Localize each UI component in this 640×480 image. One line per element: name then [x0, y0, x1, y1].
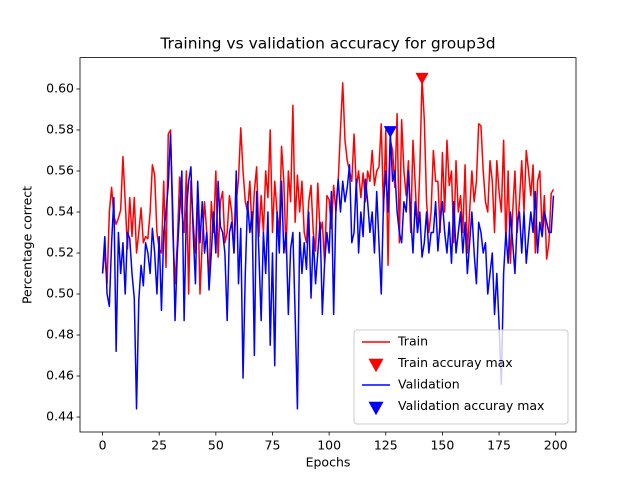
x-tick-label: 200 — [544, 438, 568, 453]
max-marker — [383, 126, 397, 138]
x-tick-label: 150 — [430, 438, 454, 453]
y-tick-label: 0.60 — [46, 80, 74, 95]
legend-swatch — [368, 401, 384, 416]
y-axis-label: Percentage correct — [20, 186, 35, 304]
x-tick-label: 25 — [151, 438, 167, 453]
x-axis-label: Epochs — [306, 455, 351, 470]
legend-label: Validation accuray max — [398, 398, 544, 413]
x-tick-label: 0 — [99, 438, 107, 453]
x-tick-label: 100 — [317, 438, 341, 453]
series-line — [101, 131, 555, 410]
x-tick-label: 75 — [265, 438, 281, 453]
y-tick-label: 0.58 — [46, 121, 74, 136]
legend-label: Train accuray max — [397, 355, 513, 370]
legend-label: Validation — [398, 377, 460, 392]
y-tick-label: 0.48 — [46, 327, 74, 342]
y-tick-label: 0.56 — [46, 162, 74, 177]
y-tick-label: 0.44 — [46, 409, 74, 424]
y-tick-label: 0.50 — [46, 286, 74, 301]
series-line — [101, 77, 555, 295]
y-tick-label: 0.52 — [46, 245, 74, 260]
y-tick-label: 0.46 — [46, 368, 74, 383]
x-tick-label: 50 — [208, 438, 224, 453]
plot-frame — [79, 57, 577, 433]
max-marker — [415, 72, 429, 85]
x-tick-label: 125 — [374, 438, 398, 453]
x-tick-label: 175 — [487, 438, 511, 453]
legend-swatch — [368, 358, 384, 373]
legend-box — [353, 329, 569, 425]
legend-label: Train — [397, 334, 428, 349]
y-tick-label: 0.54 — [46, 203, 74, 218]
chart-title: Training vs validation accuracy for grou… — [159, 35, 495, 53]
